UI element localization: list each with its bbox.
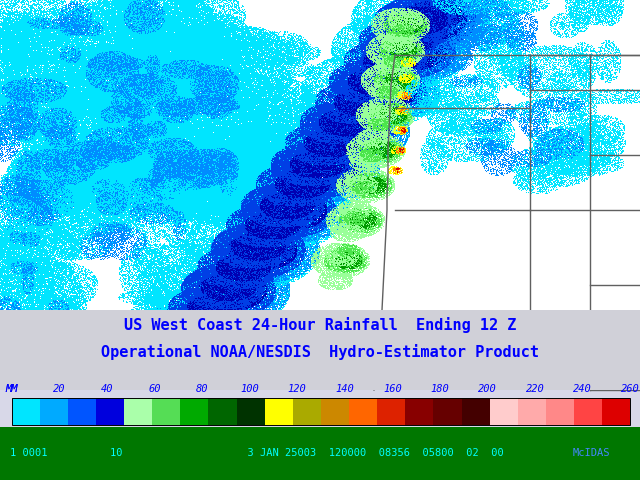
Bar [461, 398, 490, 425]
Bar [12, 398, 40, 425]
Bar [321, 398, 349, 425]
Bar [293, 398, 321, 425]
Text: 80: 80 [196, 384, 208, 394]
Text: 180: 180 [431, 384, 449, 394]
Text: McIDAS: McIDAS [573, 448, 610, 458]
Bar [546, 398, 574, 425]
Text: 240: 240 [573, 384, 592, 394]
Text: 260: 260 [621, 384, 640, 394]
Bar [433, 398, 461, 425]
Bar [96, 398, 124, 425]
Bar [490, 398, 518, 425]
Bar [602, 398, 630, 425]
Bar [0, 427, 640, 480]
Bar [395, 0, 640, 390]
Text: 200: 200 [478, 384, 497, 394]
Text: MM: MM [5, 384, 18, 394]
Text: 60: 60 [148, 384, 161, 394]
Bar [265, 398, 293, 425]
Bar [377, 398, 405, 425]
Bar [152, 398, 180, 425]
Bar [0, 310, 640, 390]
Text: 20: 20 [53, 384, 65, 394]
Bar [405, 398, 433, 425]
Bar [12, 398, 630, 425]
Bar [40, 398, 68, 425]
Text: Operational NOAA/NESDIS  Hydro-Estimator Product: Operational NOAA/NESDIS Hydro-Estimator … [101, 344, 539, 360]
Bar [518, 398, 546, 425]
Bar [209, 398, 237, 425]
Text: MM: MM [5, 384, 18, 394]
Bar [237, 398, 265, 425]
Bar [180, 398, 209, 425]
Bar [349, 398, 377, 425]
Text: 40: 40 [100, 384, 113, 394]
Text: 220: 220 [526, 384, 545, 394]
Bar [574, 398, 602, 425]
Text: 100: 100 [240, 384, 259, 394]
Bar [68, 398, 96, 425]
Text: US West Coast 24-Hour Rainfall  Ending 12 Z: US West Coast 24-Hour Rainfall Ending 12… [124, 317, 516, 333]
Text: 120: 120 [288, 384, 307, 394]
Text: 160: 160 [383, 384, 402, 394]
Text: 140: 140 [335, 384, 354, 394]
Text: 1 0001          10                    3 JAN 25003  120000  08356  05800  02  00: 1 0001 10 3 JAN 25003 120000 08356 05800… [10, 448, 504, 458]
Bar [124, 398, 152, 425]
